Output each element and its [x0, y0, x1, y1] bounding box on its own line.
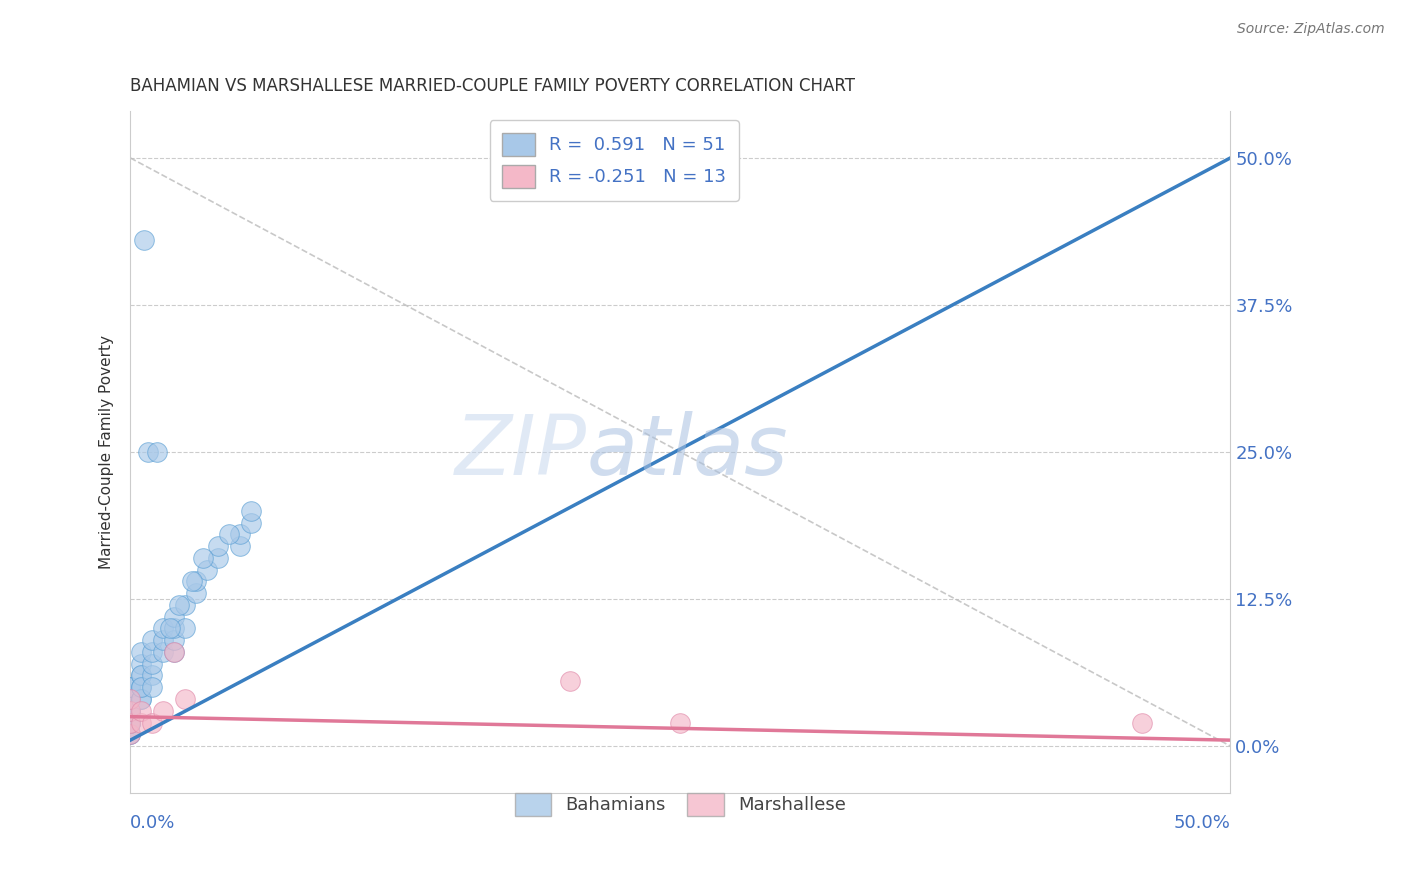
Point: [152, 622, 174, 636]
Point: [120, 715, 142, 730]
Point: [152, 633, 174, 648]
Point: [120, 680, 142, 694]
Point: [163, 633, 186, 648]
Point: [229, 539, 252, 553]
Point: [131, 692, 153, 706]
Point: [181, 574, 204, 589]
Point: [240, 504, 263, 518]
Point: [191, 550, 214, 565]
Point: [141, 680, 163, 694]
Point: [163, 609, 186, 624]
Point: [131, 668, 153, 682]
Point: [120, 727, 142, 741]
Text: BAHAMIAN VS MARSHALLESE MARRIED-COUPLE FAMILY POVERTY CORRELATION CHART: BAHAMIAN VS MARSHALLESE MARRIED-COUPLE F…: [131, 78, 855, 95]
Point: [120, 692, 142, 706]
Point: [163, 622, 186, 636]
Point: [159, 622, 181, 636]
Point: [131, 680, 153, 694]
Point: [132, 233, 155, 247]
Point: [1130, 715, 1153, 730]
Point: [669, 715, 692, 730]
Point: [131, 680, 153, 694]
Point: [174, 692, 197, 706]
Point: [136, 445, 159, 459]
Point: [120, 704, 142, 718]
Point: [131, 657, 153, 671]
Text: 50.0%: 50.0%: [1174, 814, 1230, 832]
Point: [120, 715, 142, 730]
Point: [174, 622, 197, 636]
Point: [207, 550, 229, 565]
Point: [186, 574, 208, 589]
Legend: Bahamians, Marshallese: Bahamians, Marshallese: [506, 784, 855, 825]
Point: [120, 680, 142, 694]
Point: [174, 598, 197, 612]
Point: [141, 645, 163, 659]
Point: [131, 692, 153, 706]
Text: ZIP: ZIP: [454, 411, 586, 492]
Point: [141, 668, 163, 682]
Point: [152, 704, 174, 718]
Point: [120, 692, 142, 706]
Text: Source: ZipAtlas.com: Source: ZipAtlas.com: [1237, 22, 1385, 37]
Point: [120, 727, 142, 741]
Point: [120, 727, 142, 741]
Point: [240, 516, 263, 530]
Point: [145, 445, 167, 459]
Point: [120, 692, 142, 706]
Point: [120, 715, 142, 730]
Text: 0.0%: 0.0%: [131, 814, 176, 832]
Point: [131, 645, 153, 659]
Point: [218, 527, 240, 541]
Point: [131, 668, 153, 682]
Point: [195, 563, 218, 577]
Point: [207, 539, 229, 553]
Point: [186, 586, 208, 600]
Point: [120, 704, 142, 718]
Point: [141, 715, 163, 730]
Y-axis label: Married-Couple Family Poverty: Married-Couple Family Poverty: [100, 335, 114, 569]
Point: [152, 645, 174, 659]
Point: [560, 674, 582, 689]
Point: [131, 704, 153, 718]
Point: [141, 633, 163, 648]
Point: [163, 645, 186, 659]
Point: [229, 527, 252, 541]
Text: atlas: atlas: [586, 411, 789, 492]
Point: [131, 715, 153, 730]
Point: [167, 598, 190, 612]
Point: [163, 645, 186, 659]
Point: [120, 704, 142, 718]
Point: [120, 704, 142, 718]
Point: [120, 715, 142, 730]
Point: [141, 657, 163, 671]
